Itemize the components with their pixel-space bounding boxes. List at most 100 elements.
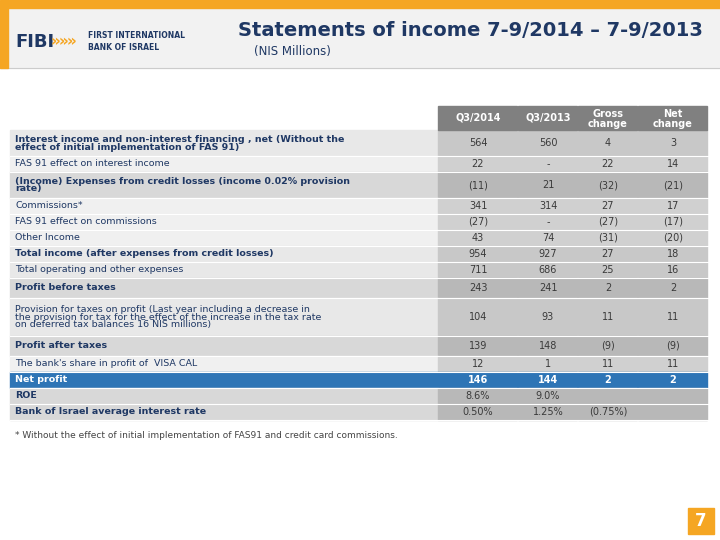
Bar [518, 298, 577, 336]
Bar [578, 156, 637, 172]
Text: (27): (27) [598, 217, 618, 227]
Bar [578, 172, 637, 198]
Bar [638, 278, 707, 298]
Bar [578, 336, 637, 356]
Bar [438, 246, 517, 262]
Bar [518, 404, 577, 420]
Text: »: » [67, 35, 77, 50]
Bar [10, 262, 438, 278]
Text: the provision for tax for the effect of the increase in the tax rate: the provision for tax for the effect of … [15, 313, 321, 321]
Bar [10, 230, 438, 246]
Bar [10, 388, 438, 404]
Bar [518, 336, 577, 356]
Bar [518, 388, 577, 404]
Text: Net profit: Net profit [15, 375, 67, 384]
Text: 12: 12 [472, 359, 484, 369]
Bar [438, 298, 517, 336]
Bar [10, 356, 438, 372]
Bar [10, 372, 438, 388]
Text: (17): (17) [663, 217, 683, 227]
Bar [638, 230, 707, 246]
Bar [578, 262, 637, 278]
Text: 16: 16 [667, 265, 679, 275]
Text: Gross: Gross [593, 110, 624, 119]
Text: FIBI: FIBI [15, 33, 54, 51]
Bar [518, 106, 577, 130]
Text: Total operating and other expenses: Total operating and other expenses [15, 266, 184, 274]
Text: -: - [546, 217, 550, 227]
Bar [638, 356, 707, 372]
Bar [438, 230, 517, 246]
Text: 1: 1 [545, 359, 551, 369]
Bar [438, 130, 517, 156]
Text: 11: 11 [667, 359, 679, 369]
Text: 1.25%: 1.25% [533, 407, 563, 417]
Text: FAS 91 effect on interest income: FAS 91 effect on interest income [15, 159, 170, 168]
Text: Total income (after expenses from credit losses): Total income (after expenses from credit… [15, 249, 274, 259]
Text: 314: 314 [539, 201, 557, 211]
Bar [638, 246, 707, 262]
Text: 560: 560 [539, 138, 557, 148]
Bar [0, 8, 8, 68]
Text: 22: 22 [602, 159, 614, 169]
Bar [578, 230, 637, 246]
Bar [638, 404, 707, 420]
Bar [638, 156, 707, 172]
Text: (NIS Millions): (NIS Millions) [254, 45, 331, 58]
Text: 8.6%: 8.6% [466, 391, 490, 401]
Text: 11: 11 [602, 312, 614, 322]
Text: Net: Net [663, 110, 683, 119]
Bar [638, 198, 707, 214]
Text: (11): (11) [468, 180, 488, 190]
Text: 74: 74 [542, 233, 554, 243]
Bar [638, 262, 707, 278]
Text: Profit after taxes: Profit after taxes [15, 341, 107, 350]
Text: FAS 91 effect on commissions: FAS 91 effect on commissions [15, 218, 157, 226]
Bar [578, 372, 637, 388]
Text: Commissions*: Commissions* [15, 201, 83, 211]
Bar [578, 298, 637, 336]
Bar [578, 278, 637, 298]
Text: effect of initial implementation of FAS 91): effect of initial implementation of FAS … [15, 143, 239, 152]
Bar [518, 130, 577, 156]
Text: »: » [59, 35, 68, 50]
Text: Interest income and non-interest financing , net (Without the: Interest income and non-interest financi… [15, 134, 344, 144]
Text: 18: 18 [667, 249, 679, 259]
Text: (9): (9) [666, 341, 680, 351]
Text: on deferred tax balances 16 NIS millions): on deferred tax balances 16 NIS millions… [15, 321, 211, 329]
Bar [638, 106, 707, 130]
Bar [438, 356, 517, 372]
Text: ROE: ROE [15, 392, 37, 401]
Text: 17: 17 [667, 201, 679, 211]
Bar [518, 198, 577, 214]
Text: rate): rate) [15, 185, 42, 193]
Text: (21): (21) [663, 180, 683, 190]
Bar [638, 130, 707, 156]
Bar [518, 246, 577, 262]
Text: * Without the effect of initial implementation of FAS91 and credit card commissi: * Without the effect of initial implemen… [15, 431, 397, 441]
Bar [10, 172, 438, 198]
Text: 25: 25 [602, 265, 614, 275]
Bar [638, 336, 707, 356]
Text: 43: 43 [472, 233, 484, 243]
Bar [10, 130, 438, 156]
Text: 27: 27 [602, 249, 614, 259]
Text: (27): (27) [468, 217, 488, 227]
Bar [578, 106, 637, 130]
Bar [518, 214, 577, 230]
Text: Q3/2014: Q3/2014 [455, 113, 500, 123]
Text: Statements of income 7-9/2014 – 7-9/2013: Statements of income 7-9/2014 – 7-9/2013 [238, 21, 703, 39]
Bar [578, 404, 637, 420]
Bar [578, 214, 637, 230]
Bar [10, 246, 438, 262]
Text: (32): (32) [598, 180, 618, 190]
Text: 148: 148 [539, 341, 557, 351]
Bar [578, 130, 637, 156]
Text: FIRST INTERNATIONAL: FIRST INTERNATIONAL [88, 31, 185, 40]
Text: 93: 93 [542, 312, 554, 322]
Bar [578, 356, 637, 372]
Text: (0.75%): (0.75%) [589, 407, 627, 417]
Bar [438, 278, 517, 298]
Bar [578, 388, 637, 404]
Text: 4: 4 [605, 138, 611, 148]
